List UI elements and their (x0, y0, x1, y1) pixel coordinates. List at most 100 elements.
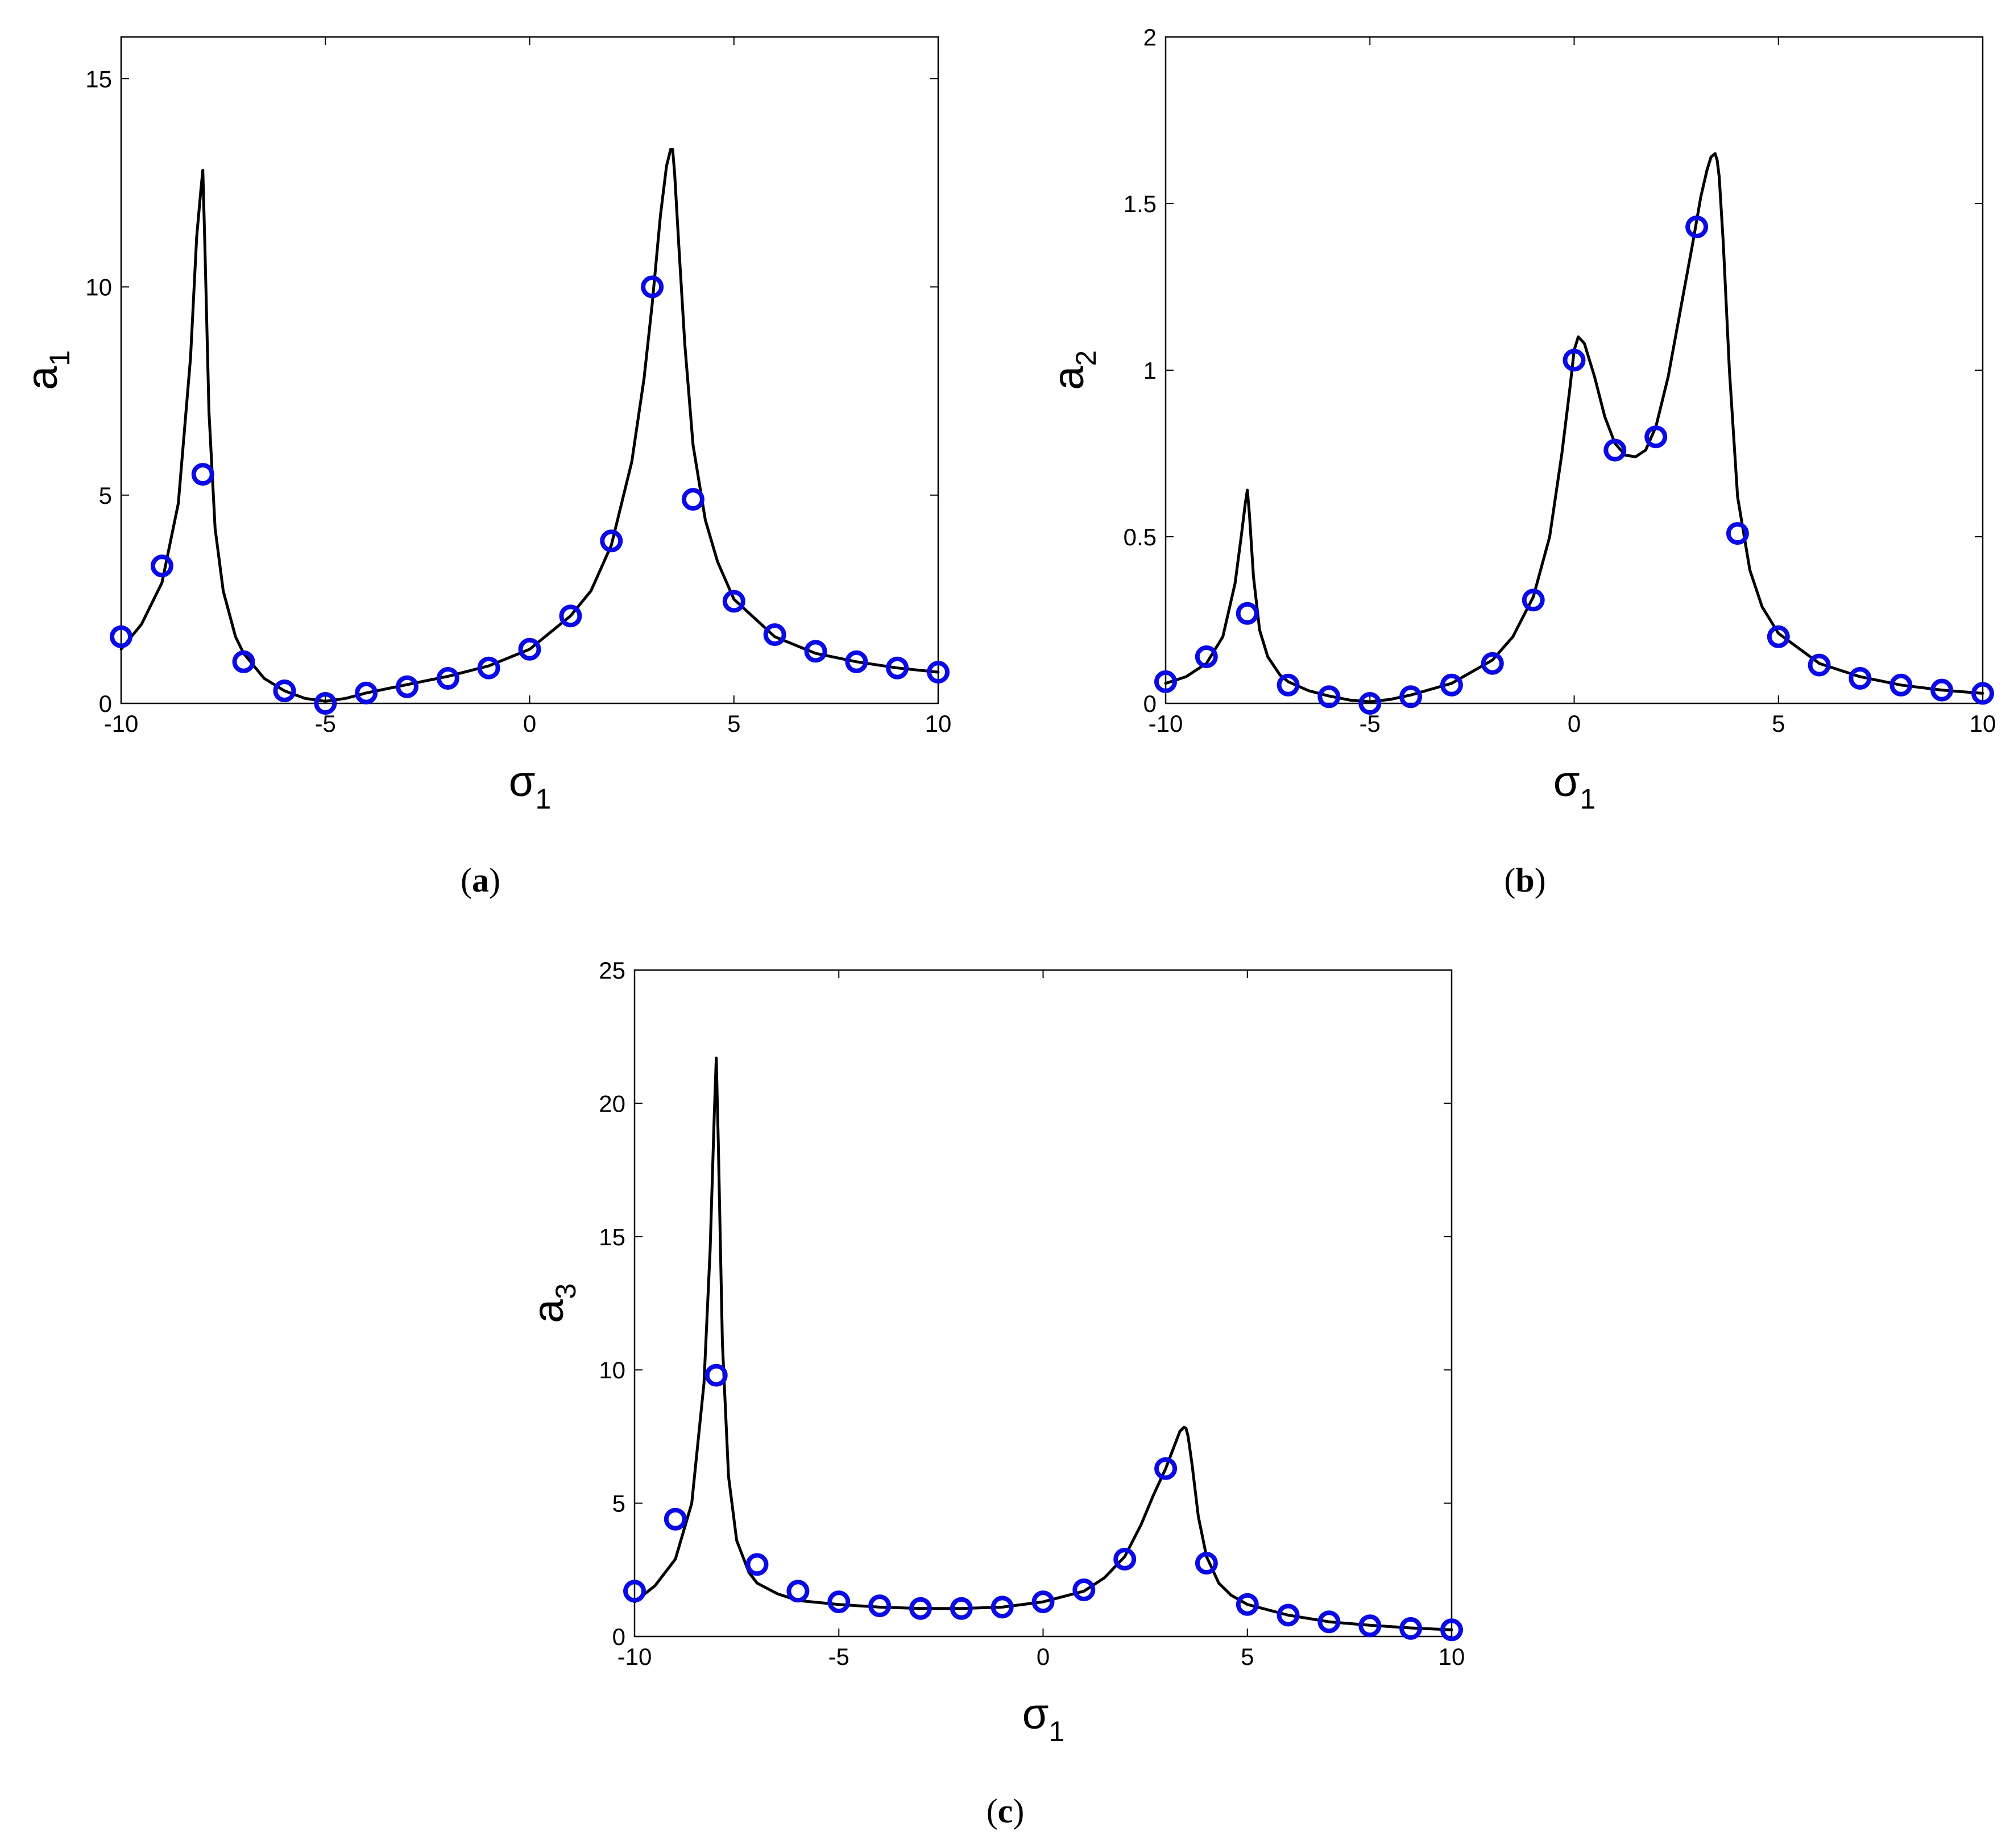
panel-caption: (b) (1504, 861, 1545, 899)
data-point-marker (1481, 652, 1504, 675)
y-tick-label: 1.5 (1124, 190, 1157, 217)
y-tick-label: 2 (1143, 24, 1157, 51)
x-tick-label: 5 (727, 710, 740, 737)
data-point-marker (845, 650, 868, 673)
data-point-marker (314, 692, 337, 715)
x-tick-label: -10 (617, 1643, 652, 1670)
x-tick-label: -5 (828, 1643, 849, 1670)
data-point-marker (1236, 1593, 1259, 1616)
x-tick-label: -10 (1149, 710, 1183, 737)
y-axis-label: a1 (18, 350, 76, 390)
x-axis-label: σ1 (1553, 757, 1596, 815)
y-tick-label: 1 (1143, 357, 1157, 384)
data-point-marker (1971, 682, 1994, 705)
y-tick-label: 25 (599, 957, 625, 984)
data-point-marker (1522, 589, 1545, 612)
data-point-marker (273, 679, 296, 702)
series-layer (623, 1056, 1463, 1642)
data-point-marker (1603, 438, 1627, 462)
plot-frame (120, 36, 939, 705)
data-point-marker (191, 463, 214, 486)
x-tick-label: 5 (1241, 1643, 1254, 1670)
panel-caption: (a) (461, 861, 500, 899)
data-point-marker (1358, 1614, 1382, 1638)
x-tick-label: 0 (1037, 1643, 1050, 1670)
data-point-marker (396, 675, 418, 698)
data-point-marker (927, 661, 950, 684)
x-tick-label: 10 (1439, 1643, 1465, 1670)
data-point-marker (623, 1580, 646, 1603)
model-curve (633, 1056, 1453, 1631)
data-point-marker (1767, 625, 1790, 648)
data-point-marker (518, 637, 541, 661)
y-axis-label: a3 (524, 1283, 582, 1323)
x-tick-label: 10 (1970, 710, 1996, 737)
data-point-marker (1031, 1590, 1055, 1614)
data-point-marker (1236, 602, 1259, 625)
data-point-marker (477, 656, 500, 679)
y-tick-label: 15 (85, 65, 112, 92)
data-point-marker (1317, 1610, 1341, 1634)
x-axis-label: σ1 (509, 757, 552, 815)
data-point-marker (681, 488, 704, 511)
data-point-marker (745, 1553, 769, 1576)
x-tick-label: 5 (1772, 710, 1785, 737)
y-tick-label: 15 (599, 1224, 625, 1250)
data-point-marker (1563, 349, 1586, 372)
data-point-marker (1808, 653, 1831, 677)
data-point-marker (909, 1597, 932, 1620)
y-tick-label: 0 (1143, 690, 1157, 717)
y-tick-label: 10 (599, 1357, 625, 1383)
data-point-marker (641, 275, 664, 299)
data-point-marker (1685, 216, 1709, 238)
data-point-marker (991, 1596, 1014, 1619)
data-point-marker (804, 640, 827, 663)
data-point-marker (1399, 1617, 1423, 1640)
data-point-marker (436, 667, 459, 690)
x-tick-label: 0 (523, 710, 536, 737)
data-point-marker (1849, 667, 1872, 690)
data-point-marker (1072, 1578, 1096, 1601)
data-point-marker (1930, 678, 1954, 702)
data-point-marker (664, 1507, 687, 1531)
data-point-marker (1399, 685, 1423, 708)
x-tick-label: 0 (1568, 710, 1581, 737)
data-point-marker (1644, 425, 1668, 449)
data-point-marker (1277, 1603, 1300, 1627)
x-axis-label: σ1 (1022, 1690, 1065, 1747)
series-layer (110, 148, 950, 715)
x-tick-label: 10 (925, 710, 952, 737)
y-tick-label: 10 (85, 274, 112, 301)
model-curve (119, 148, 940, 703)
y-tick-label: 5 (99, 482, 112, 509)
y-tick-label: 0 (612, 1623, 625, 1650)
data-point-marker (1113, 1548, 1137, 1571)
data-point-marker (1195, 645, 1218, 668)
data-point-marker (1277, 673, 1300, 697)
x-tick-label: -10 (104, 710, 139, 737)
data-point-marker (1440, 1618, 1463, 1642)
data-point-marker (232, 650, 255, 673)
data-point-marker (868, 1594, 892, 1618)
data-point-marker (722, 590, 745, 613)
data-point-marker (763, 623, 786, 647)
data-point-marker (355, 681, 378, 705)
panel-c: -10 -5 0 5 10 0 5 10 15 20 25 σ1 a3 (c) (524, 957, 1465, 1830)
tick-marks (634, 969, 1452, 1637)
data-point-marker (1154, 1457, 1178, 1480)
data-point-marker (150, 554, 173, 578)
data-point-marker (1358, 692, 1382, 715)
tick-marks (121, 37, 939, 704)
data-point-marker (827, 1590, 851, 1614)
data-point-marker (1889, 673, 1913, 697)
plot-frame (633, 969, 1453, 1638)
data-point-marker (1195, 1552, 1218, 1575)
data-point-marker (1154, 670, 1177, 693)
y-tick-label: 20 (599, 1090, 625, 1117)
data-point-marker (600, 529, 623, 553)
